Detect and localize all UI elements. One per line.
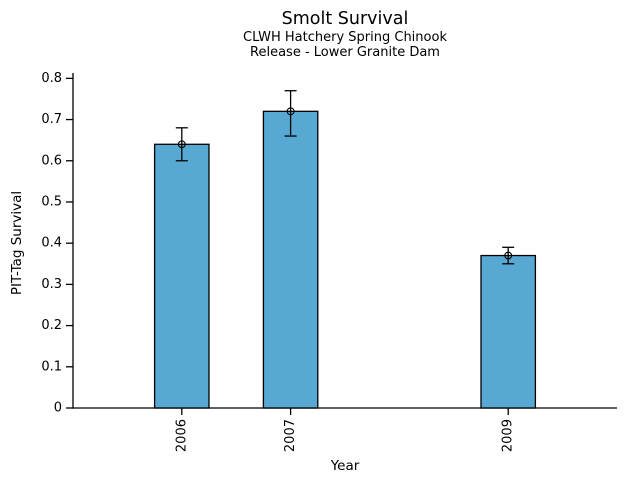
x-tick-label: 2007 [283, 419, 298, 452]
y-tick-label: 0.7 [41, 112, 62, 127]
chart-subtitle-line1: CLWH Hatchery Spring Chinook [243, 30, 447, 45]
y-tick-label: 0.1 [41, 359, 62, 374]
y-tick-label: 0.3 [41, 277, 62, 292]
x-tick-label: 2009 [501, 419, 516, 452]
y-tick-label: 0.5 [41, 194, 62, 209]
data-point-marker [286, 107, 295, 116]
y-tick-label: 0.4 [41, 236, 62, 251]
x-axis-label: Year [330, 458, 360, 474]
x-tick-label: 2006 [174, 419, 189, 452]
y-tick-label: 0 [54, 401, 62, 416]
data-point-marker [177, 140, 186, 149]
bar-2006 [153, 143, 210, 409]
bar-2009 [480, 254, 537, 409]
y-tick-label: 0.6 [41, 153, 62, 168]
y-tick-label: 0.8 [41, 71, 62, 86]
bar-2007 [262, 110, 319, 409]
data-point-marker [504, 251, 513, 260]
chart-subtitle-line2: Release - Lower Granite Dam [250, 45, 440, 60]
chart-title: Smolt Survival [281, 9, 409, 29]
y-tick-label: 0.2 [41, 318, 62, 333]
